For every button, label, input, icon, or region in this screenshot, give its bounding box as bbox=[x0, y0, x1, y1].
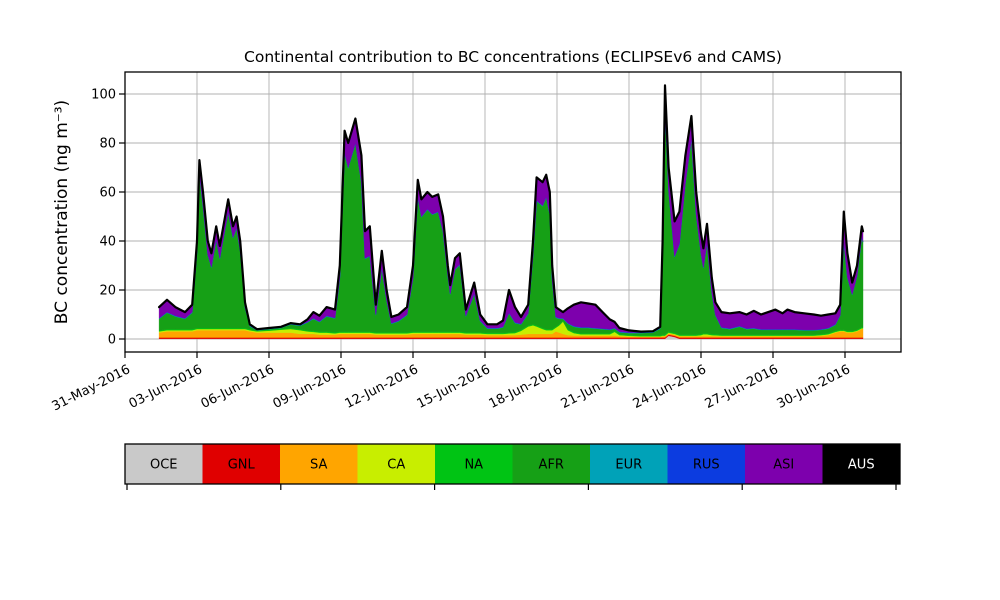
legend-label-GNL: GNL bbox=[228, 458, 256, 473]
y-tick-label: 0 bbox=[108, 333, 116, 348]
legend-swatch-SA bbox=[280, 444, 358, 484]
legend-label-CA: CA bbox=[387, 458, 405, 473]
y-tick-label: 40 bbox=[99, 235, 116, 250]
y-tick-label: 100 bbox=[91, 88, 116, 103]
x-tick-label: 06-Jun-2016 bbox=[199, 362, 277, 412]
legend-label-AFR: AFR bbox=[539, 458, 564, 473]
legend-swatch-OCE bbox=[125, 444, 203, 484]
x-tick-label: 12-Jun-2016 bbox=[343, 362, 421, 412]
legend-border bbox=[124, 443, 901, 485]
legend-swatch-ASI bbox=[745, 444, 823, 484]
y-tick-label: 80 bbox=[99, 137, 116, 152]
legend-swatch-AFR bbox=[512, 444, 590, 484]
legend-label-NA: NA bbox=[464, 458, 483, 473]
legend-label-EUR: EUR bbox=[615, 458, 642, 473]
y-tick-label: 60 bbox=[99, 186, 116, 201]
x-tick-label: 18-Jun-2016 bbox=[487, 362, 565, 412]
legend-label-AUS: AUS bbox=[848, 458, 875, 473]
y-tick-label: 20 bbox=[99, 284, 116, 299]
x-tick-label: 30-Jun-2016 bbox=[775, 362, 853, 412]
x-tick-label: 09-Jun-2016 bbox=[271, 362, 349, 412]
x-tick-label: 24-Jun-2016 bbox=[631, 362, 709, 412]
x-tick-label: 21-Jun-2016 bbox=[559, 362, 637, 412]
legend-swatch-CA bbox=[357, 444, 435, 484]
x-tick-label: 03-Jun-2016 bbox=[127, 362, 205, 412]
legend-label-ASI: ASI bbox=[773, 458, 794, 473]
legend-label-RUS: RUS bbox=[693, 458, 720, 473]
x-tick-label: 27-Jun-2016 bbox=[703, 362, 781, 412]
legend-swatch-AUS bbox=[822, 444, 900, 484]
x-tick-label: 15-Jun-2016 bbox=[415, 362, 493, 412]
legend-swatch-GNL bbox=[202, 444, 280, 484]
legend-swatch-RUS bbox=[667, 444, 745, 484]
plot-title: Continental contribution to BC concentra… bbox=[244, 48, 782, 66]
legend-swatch-EUR bbox=[590, 444, 668, 484]
y-axis-label: BC concentration (ng m⁻³) bbox=[52, 99, 72, 325]
legend-label-SA: SA bbox=[310, 458, 327, 473]
legend-label-OCE: OCE bbox=[150, 458, 178, 473]
x-tick-label: 31-May-2016 bbox=[50, 362, 133, 414]
total-line bbox=[158, 84, 865, 333]
legend-swatch-NA bbox=[435, 444, 513, 484]
plot-border bbox=[124, 71, 902, 353]
